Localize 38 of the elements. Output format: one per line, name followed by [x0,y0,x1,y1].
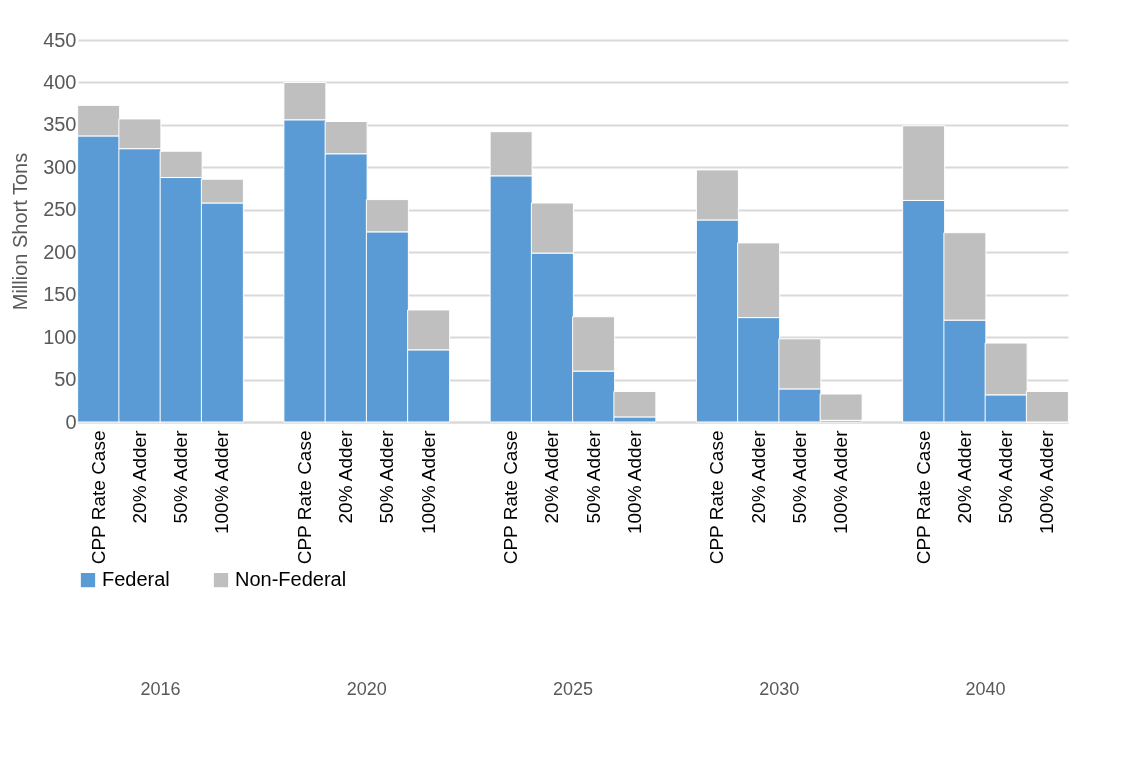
y-tick-label: 150 [43,283,77,306]
x-tick-label: 20% Adder [541,429,563,524]
x-tick-label: 50% Adder [170,429,192,524]
x-tick-label: CPP Rate Case [87,430,109,565]
y-tick-label: 300 [43,155,77,178]
text: 2040 [965,679,1006,699]
x-tick-label: 100% Adder [1036,429,1058,535]
y-tick-label: 0 [65,410,77,433]
legend-label: Federal [102,568,170,591]
x-tick-label: 20% Adder [953,429,975,524]
text: 2020 [346,679,387,699]
x-tick-label: 50% Adder [376,429,398,524]
x-tick-label: CPP Rate Case [500,430,522,565]
y-tick-label: 450 [43,28,77,51]
x-tick-label: 50% Adder [788,429,810,524]
y-tick-label: 250 [43,198,77,221]
text: 2025 [552,679,594,699]
x-tick-label: 100% Adder [623,429,645,535]
x-tick-label: 20% Adder [128,429,150,524]
y-tick-label: 100 [43,325,77,348]
x-tick-label: 20% Adder [335,429,357,524]
x-tick-label: CPP Rate Case [706,430,728,565]
x-tick-label: 100% Adder [211,429,233,535]
y-axis-title: Million Short Tons [9,152,32,311]
x-tick-label: 50% Adder [995,429,1017,524]
text: 2016 [140,679,181,699]
x-tick-label: 50% Adder [582,429,604,524]
text: 2030 [759,679,800,699]
x-tick-label: CPP Rate Case [293,430,315,565]
y-tick-label: 50 [54,368,77,391]
x-tick-label: 100% Adder [417,429,439,535]
y-tick-label: 200 [43,240,77,263]
x-tick-label: CPP Rate Case [912,430,934,565]
x-tick-label: 20% Adder [747,429,769,524]
y-tick-label: 350 [43,113,77,136]
y-tick-label: 400 [43,70,77,93]
legend-label: Non-Federal [235,568,347,591]
x-tick-label: 100% Adder [830,429,852,535]
